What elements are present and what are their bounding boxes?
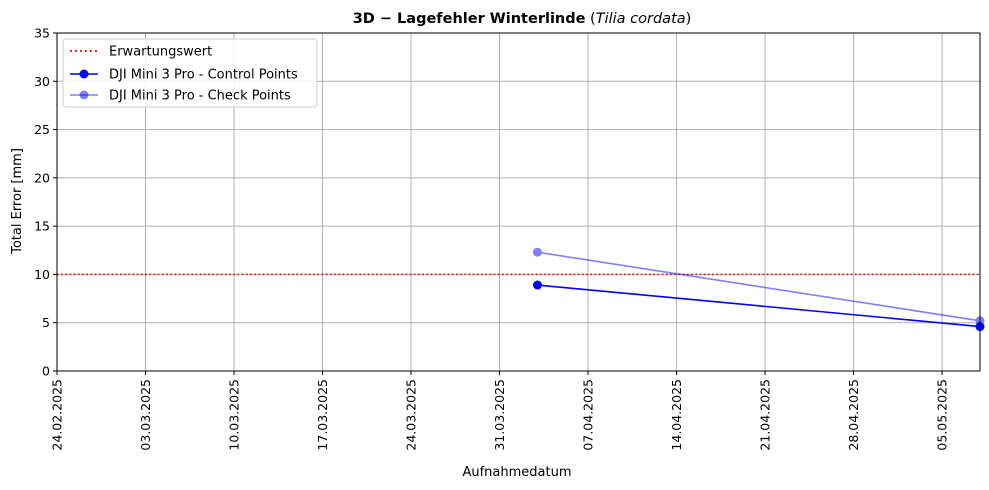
x-tick-label: 17.03.2025 [315, 379, 330, 451]
y-tick-label: 0 [42, 364, 50, 379]
chart-title-species: Tilia cordata [596, 11, 686, 27]
series-line [537, 284, 981, 328]
x-tick-label: 24.02.2025 [50, 379, 65, 451]
plot-frame [56, 32, 981, 372]
series-line [537, 251, 981, 322]
legend-control-points-marker [79, 69, 89, 79]
y-tick-label: 30 [34, 74, 50, 89]
x-axis-label: Aufnahmedatum [462, 465, 571, 480]
chart-title-paren-open: ( [585, 11, 595, 27]
y-axis-label: Total Error [mm] [10, 148, 25, 255]
y-tick-label: 10 [34, 267, 50, 282]
legend-label-reference: Erwartungswert [109, 45, 212, 60]
x-tick-label: 21.04.2025 [758, 379, 773, 451]
x-tick-label: 24.03.2025 [404, 379, 419, 451]
x-tick-label: 28.04.2025 [846, 379, 861, 451]
data-point [532, 280, 542, 290]
y-tick-label: 15 [34, 219, 50, 234]
legend-check-points-marker [79, 90, 89, 100]
chart-title-paren-close: ) [686, 11, 692, 27]
x-tick-label: 31.03.2025 [492, 379, 507, 451]
y-tick-label: 25 [34, 122, 50, 137]
x-tick-label: 05.05.2025 [935, 379, 950, 451]
legend-label-check-points: DJI Mini 3 Pro - Check Points [109, 89, 291, 104]
chart-title: 3D − Lagefehler Winterlinde (Tilia corda… [353, 11, 692, 27]
legend: Erwartungswert DJI Mini 3 Pro - Control … [62, 38, 318, 108]
y-tick-label: 5 [42, 315, 50, 330]
legend-frame [62, 38, 318, 108]
x-axis-ticks: 24.02.2025 03.03.2025 10.03.2025 17.03.2025… [50, 371, 950, 451]
x-tick-label: 14.04.2025 [669, 379, 684, 451]
y-axis-ticks: 0 5 10 15 20 25 30 35 [34, 26, 57, 379]
data-point [532, 247, 542, 257]
series-group [532, 247, 985, 332]
chart-title-main: 3D − Lagefehler Winterlinde [353, 11, 586, 27]
series-check-points [532, 247, 985, 326]
y-tick-label: 35 [34, 26, 50, 41]
y-tick-label: 20 [34, 170, 50, 185]
legend-label-control-points: DJI Mini 3 Pro - Control Points [109, 68, 298, 83]
x-tick-label: 10.03.2025 [227, 379, 242, 451]
series-control-points [532, 280, 985, 332]
x-tick-label: 03.03.2025 [138, 379, 153, 451]
x-tick-label: 07.04.2025 [581, 379, 596, 451]
